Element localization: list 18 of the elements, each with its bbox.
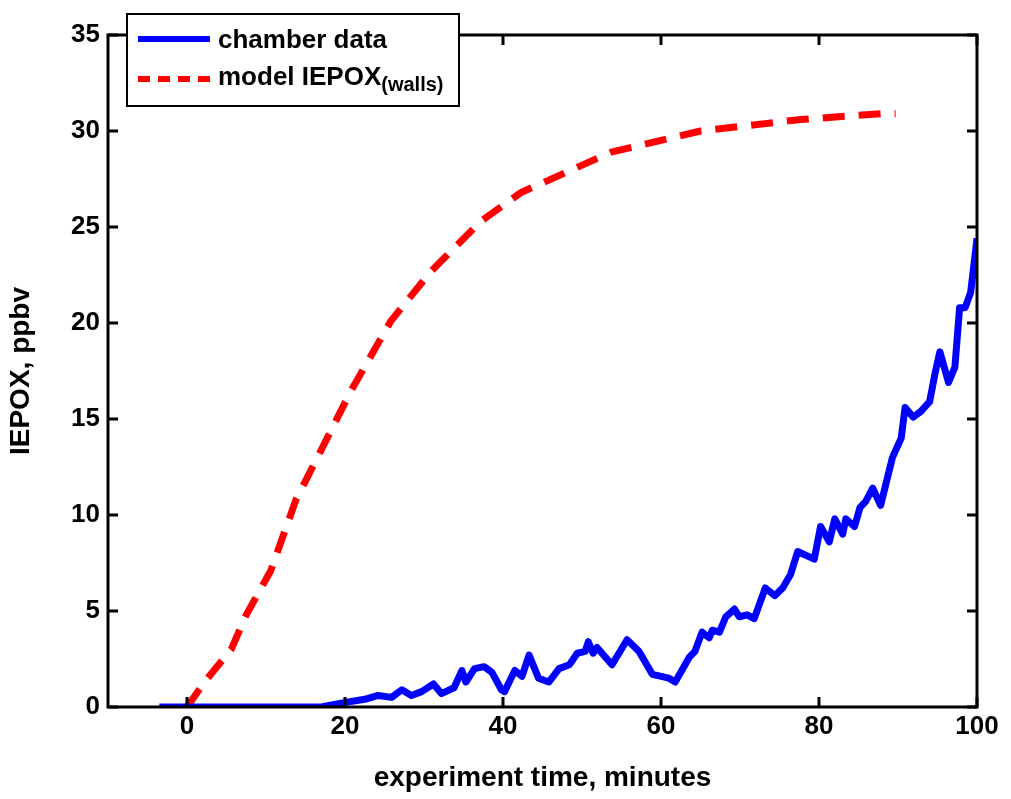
x-tick-label: 0 bbox=[179, 709, 195, 740]
x-tick-label: 20 bbox=[330, 709, 360, 740]
y-tick-label: 0 bbox=[85, 690, 100, 721]
y-tick-label: 20 bbox=[71, 306, 100, 337]
legend-label: chamber data bbox=[218, 23, 388, 55]
y-tick-label: 30 bbox=[71, 114, 100, 145]
y-tick-label: 35 bbox=[71, 18, 100, 49]
x-tick-label: 100 bbox=[955, 709, 999, 740]
x-tick-label: 40 bbox=[488, 709, 518, 740]
y-tick-label: 15 bbox=[71, 402, 100, 433]
legend-label: model IEPOX$_{(walls)}$ bbox=[218, 61, 444, 97]
x-tick-label: 80 bbox=[804, 709, 834, 740]
y-axis-title: IEPOX, ppbv bbox=[3, 286, 35, 456]
y-tick-label: 5 bbox=[85, 594, 100, 625]
x-axis-title: experiment time, minutes bbox=[373, 760, 712, 792]
y-tick-label: 25 bbox=[71, 210, 100, 241]
x-tick-label: 60 bbox=[646, 709, 676, 740]
y-tick-label: 10 bbox=[71, 498, 100, 529]
